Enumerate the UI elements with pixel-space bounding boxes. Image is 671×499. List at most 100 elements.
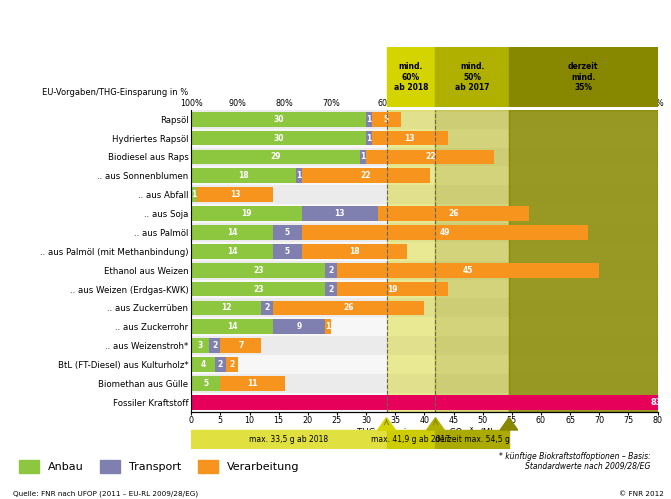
Bar xyxy=(220,338,261,353)
Polygon shape xyxy=(500,418,518,430)
Text: 5: 5 xyxy=(203,379,209,388)
Text: © FNR 2012: © FNR 2012 xyxy=(619,491,664,497)
Bar xyxy=(191,129,658,148)
Text: mind.
60%
ab 2018: mind. 60% ab 2018 xyxy=(394,62,428,92)
Bar xyxy=(191,393,658,412)
Legend: Anbau, Transport, Verarbeitung: Anbau, Transport, Verarbeitung xyxy=(19,460,299,474)
Bar xyxy=(191,187,197,202)
Bar xyxy=(191,223,658,242)
Text: 26: 26 xyxy=(448,209,459,218)
Text: 23: 23 xyxy=(253,265,264,274)
Text: 2: 2 xyxy=(329,265,333,274)
Bar xyxy=(226,357,238,372)
Bar xyxy=(191,357,215,372)
Text: 1: 1 xyxy=(325,322,331,331)
Text: 14: 14 xyxy=(227,228,238,237)
Text: 1: 1 xyxy=(366,134,372,143)
Bar xyxy=(191,206,302,221)
Text: 30: 30 xyxy=(273,134,284,143)
Bar xyxy=(191,298,658,317)
Bar xyxy=(386,430,435,449)
Text: 22: 22 xyxy=(361,171,371,180)
Bar xyxy=(372,131,448,145)
Bar xyxy=(191,112,366,127)
Bar xyxy=(435,430,509,449)
Bar xyxy=(435,47,509,107)
Bar xyxy=(435,110,509,412)
Text: 12: 12 xyxy=(221,303,231,312)
Text: 1: 1 xyxy=(191,190,197,199)
Bar xyxy=(325,319,331,334)
Text: 19: 19 xyxy=(242,209,252,218)
Polygon shape xyxy=(427,418,444,430)
Bar xyxy=(220,376,285,391)
Bar xyxy=(191,131,366,145)
Text: 5: 5 xyxy=(384,115,389,124)
Text: 14: 14 xyxy=(227,247,238,256)
Bar xyxy=(302,169,430,183)
Bar xyxy=(191,185,658,204)
Text: 13: 13 xyxy=(405,134,415,143)
Text: 4: 4 xyxy=(200,360,205,369)
Text: 18: 18 xyxy=(349,247,360,256)
Bar xyxy=(191,169,296,183)
Bar xyxy=(191,355,658,374)
Text: 19: 19 xyxy=(387,284,398,293)
Text: EU-Vorgaben/THG-Einsparung in %: EU-Vorgaben/THG-Einsparung in % xyxy=(42,88,188,97)
Text: 9: 9 xyxy=(297,322,302,331)
Bar xyxy=(191,374,658,393)
Bar xyxy=(191,317,658,336)
Bar xyxy=(366,112,372,127)
Text: 13: 13 xyxy=(229,190,240,199)
Bar xyxy=(273,225,302,240)
Bar xyxy=(191,148,658,166)
Bar xyxy=(191,338,209,353)
Text: 14: 14 xyxy=(227,322,238,331)
Bar xyxy=(191,395,671,410)
Bar xyxy=(325,263,337,277)
Bar xyxy=(191,336,658,355)
Text: 5: 5 xyxy=(285,228,290,237)
Bar xyxy=(191,150,360,164)
Text: 13: 13 xyxy=(335,209,345,218)
Text: 2: 2 xyxy=(264,303,270,312)
Text: 1: 1 xyxy=(297,171,302,180)
Bar xyxy=(191,281,325,296)
Bar xyxy=(386,47,435,107)
Bar xyxy=(191,110,658,129)
Text: 49: 49 xyxy=(440,228,450,237)
Text: 7: 7 xyxy=(238,341,244,350)
Bar xyxy=(325,281,337,296)
Bar xyxy=(191,376,220,391)
Bar xyxy=(191,166,658,185)
Text: 1: 1 xyxy=(366,115,372,124)
Bar xyxy=(273,300,425,315)
Text: max. 33,5 g ab 2018: max. 33,5 g ab 2018 xyxy=(250,435,328,444)
Bar xyxy=(191,300,261,315)
Bar xyxy=(191,204,658,223)
Bar xyxy=(372,112,401,127)
Bar xyxy=(302,225,588,240)
Bar xyxy=(302,206,378,221)
Text: 83,8: 83,8 xyxy=(650,398,671,407)
Bar xyxy=(337,263,599,277)
Text: mind.
50%
ab 2017: mind. 50% ab 2017 xyxy=(455,62,489,92)
Text: 45: 45 xyxy=(463,265,473,274)
Text: 1: 1 xyxy=(360,153,366,162)
Bar xyxy=(378,206,529,221)
Bar xyxy=(191,244,273,258)
Text: 26: 26 xyxy=(344,303,354,312)
Bar xyxy=(191,430,386,449)
Text: max. 41,9 g ab 2017: max. 41,9 g ab 2017 xyxy=(372,435,450,444)
Text: 2: 2 xyxy=(229,360,235,369)
Bar xyxy=(366,150,495,164)
Bar xyxy=(191,261,658,279)
Bar xyxy=(273,244,302,258)
Bar xyxy=(191,225,273,240)
Bar xyxy=(273,319,325,334)
Bar xyxy=(302,244,407,258)
Text: 5: 5 xyxy=(285,247,290,256)
Bar xyxy=(509,110,658,412)
Text: 23: 23 xyxy=(253,284,264,293)
Bar xyxy=(197,187,273,202)
